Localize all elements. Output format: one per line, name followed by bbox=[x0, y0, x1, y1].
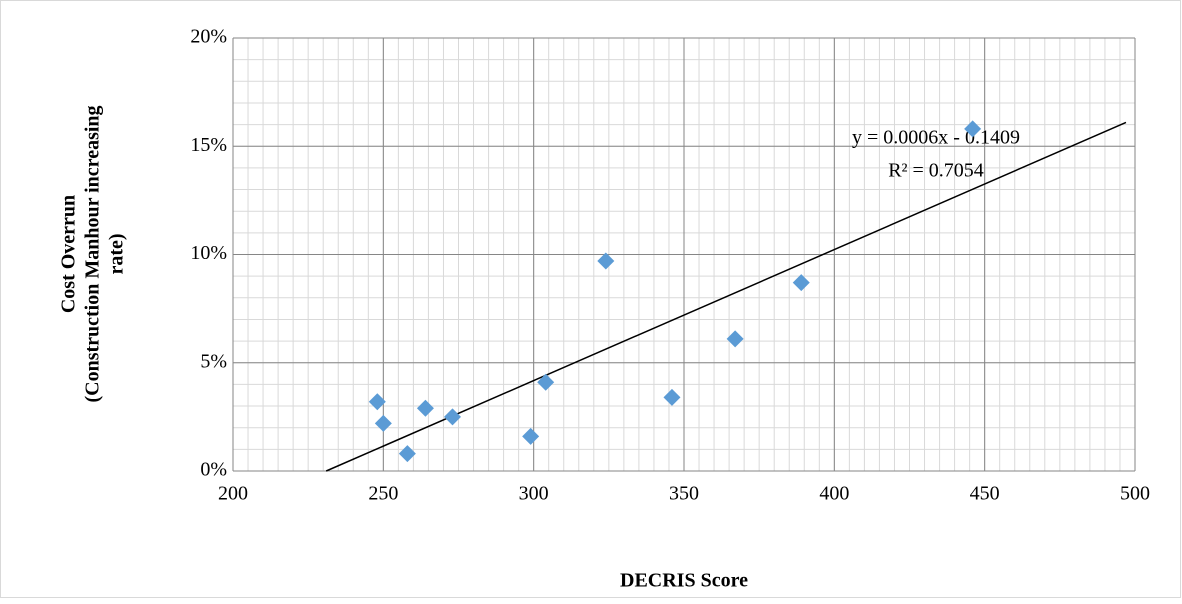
trendline-r-squared: R² = 0.7054 bbox=[888, 160, 984, 182]
x-tick-label: 300 bbox=[519, 483, 549, 505]
y-axis-title-line: Cost Overrun bbox=[58, 195, 80, 313]
y-axis-title-line: (Construction Manhour increasing bbox=[82, 105, 104, 402]
x-tick-label: 200 bbox=[218, 483, 248, 505]
data-point bbox=[443, 408, 461, 426]
x-tick-label: 500 bbox=[1120, 483, 1150, 505]
data-point bbox=[663, 388, 681, 406]
x-axis-title: DECRIS Score bbox=[620, 570, 748, 592]
data-point bbox=[597, 252, 615, 270]
data-point bbox=[537, 373, 555, 391]
data-point bbox=[726, 330, 744, 348]
y-tick-label: 0% bbox=[200, 459, 227, 481]
x-tick-label: 350 bbox=[669, 483, 699, 505]
y-tick-label: 15% bbox=[190, 134, 227, 156]
data-point bbox=[398, 445, 416, 463]
y-tick-label: 10% bbox=[190, 242, 227, 264]
y-axis-title: Cost Overrun (Construction Manhour incre… bbox=[58, 105, 128, 402]
data-point bbox=[368, 393, 386, 411]
x-tick-label: 250 bbox=[368, 483, 398, 505]
data-point bbox=[964, 120, 982, 138]
y-axis-title-line: rate) bbox=[106, 233, 128, 274]
y-tick-label: 5% bbox=[200, 350, 227, 372]
y-tick-label: 20% bbox=[190, 26, 227, 48]
trendline-equation: y = 0.0006x - 0.1409 bbox=[852, 127, 1020, 149]
x-tick-label: 400 bbox=[819, 483, 849, 505]
data-point bbox=[374, 414, 392, 432]
data-point bbox=[522, 427, 540, 445]
trendline bbox=[325, 121, 1127, 472]
x-tick-label: 450 bbox=[970, 483, 1000, 505]
data-point bbox=[792, 274, 810, 292]
data-point bbox=[416, 399, 434, 417]
